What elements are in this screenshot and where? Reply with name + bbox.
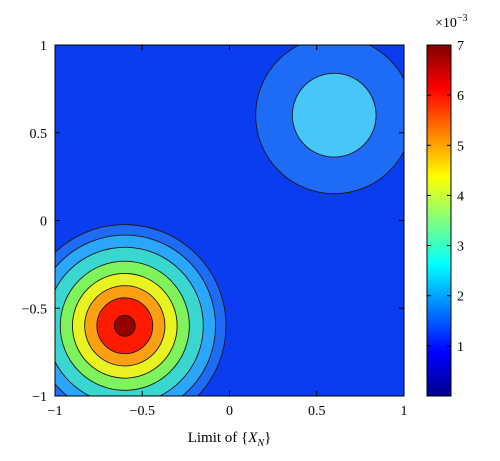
colorbar-tick-label: 6	[457, 89, 464, 104]
colorbar: 1 2 3 4 5 6 7 ×10−3	[426, 13, 468, 397]
x-axis-label-variable: X	[247, 430, 258, 446]
x-axis-label: Limit of {XN}	[188, 430, 272, 449]
colorbar-tick-label: 5	[457, 139, 464, 154]
plot-area	[55, 45, 404, 396]
y-tick-label: 0.5	[30, 127, 48, 142]
colorbar-tick-label: 3	[457, 240, 464, 255]
x-axis-label-prefix: Limit of {	[188, 430, 249, 446]
contour-peak2-level-2	[291, 72, 377, 158]
y-tick-label: −0.5	[22, 302, 47, 317]
y-tick-label: −1	[32, 390, 47, 405]
colorbar-tick-label: 7	[457, 39, 464, 54]
x-axis-label-subscript: N	[256, 438, 265, 449]
x-tick-label: −0.5	[130, 404, 155, 419]
colorbar-tick-label: 1	[457, 340, 464, 355]
x-tick-label: −1	[48, 404, 63, 419]
colorbar-tick-label: 4	[457, 189, 464, 204]
y-tick-label: 1	[40, 39, 47, 54]
x-axis-label-suffix: }	[264, 430, 271, 446]
colorbar-gradient	[426, 44, 452, 397]
x-tick-label: 0	[226, 404, 233, 419]
x-tick-label: 0.5	[308, 404, 326, 419]
axes: −1 −0.5 0 0.5 1 −1 −0.5 0 0.5 1	[22, 39, 408, 419]
y-tick-label: 0	[40, 215, 47, 230]
contour-peak1-level-8	[113, 314, 136, 337]
colorbar-tick-label: 2	[457, 290, 464, 305]
colorbar-exponent: ×10−3	[435, 13, 468, 31]
x-tick-label: 1	[401, 404, 408, 419]
